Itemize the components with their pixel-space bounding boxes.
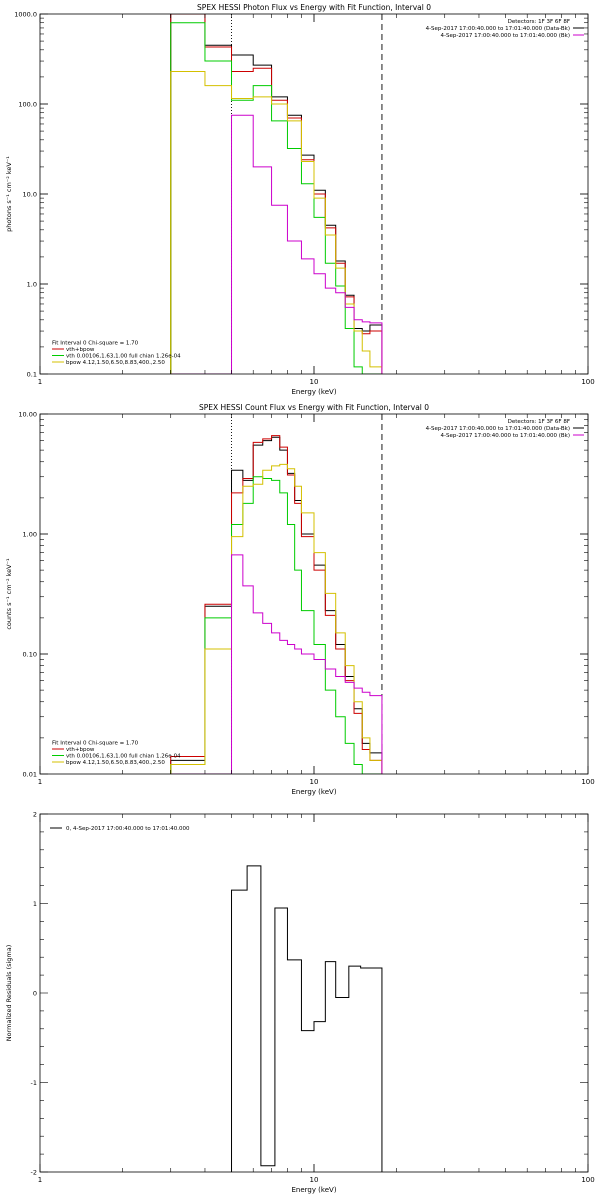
y-tick-label: 0.1 [27, 371, 37, 379]
y-tick-label: 10.0 [23, 191, 37, 199]
x-tick-label: 1 [38, 1176, 42, 1184]
x-tick-label: 10 [310, 1176, 319, 1184]
legend-left-entry: vth 0.00106,1.63,1.00 full chian 1.26e-0… [66, 354, 181, 360]
y-tick-label: 2 [33, 811, 37, 819]
legend-left-entry: vth+bpow [66, 347, 95, 353]
y-tick-label: 0.01 [23, 771, 37, 779]
panel-2-series-background [170, 554, 383, 774]
y-tick-label: 10.00 [18, 411, 37, 419]
panel-2-series-vth [170, 476, 383, 774]
x-tick-label: 100 [581, 1176, 594, 1184]
panel-1-title: SPEX HESSI Photon Flux vs Energy with Fi… [197, 3, 431, 12]
y-tick-label: 0 [33, 990, 37, 998]
y-tick-label: 0.10 [23, 651, 37, 659]
panel-1: SPEX HESSI Photon Flux vs Energy with Fi… [5, 3, 595, 396]
legend-right-entry: Detectors: 1F 3F 6F 8F [508, 419, 570, 425]
x-tick-label: 100 [581, 778, 594, 786]
legend-right-entry: 4-Sep-2017 17:00:40.000 to 17:01:40.000 … [441, 33, 571, 39]
y-tick-label: 100.0 [18, 101, 37, 109]
legend-left-entry: Fit Interval 0 Chi-square = 1.70 [52, 741, 139, 747]
y-axis-label: photons s⁻¹ cm⁻² keV⁻¹ [5, 156, 13, 232]
y-tick-label: 1.00 [23, 531, 37, 539]
y-tick-label: -2 [31, 1169, 37, 1177]
legend-right-entry: Detectors: 1F 3F 6F 8F [508, 19, 570, 25]
panel-3-series-total [231, 865, 383, 1172]
x-axis-label: Energy (keV) [291, 1186, 336, 1194]
y-tick-label: -1 [31, 1079, 37, 1087]
legend-left-entry: bpow 4.12,1.50,6.50,8.83,400.,2.50 [66, 760, 165, 766]
legend-left-entry: bpow 4.12,1.50,6.50,8.83,400.,2.50 [66, 360, 165, 366]
x-axis-label: Energy (keV) [291, 388, 336, 396]
y-tick-label: 1.0 [27, 281, 37, 289]
legend-left-entry: Fit Interval 0 Chi-square = 1.70 [52, 341, 139, 347]
x-axis-label: Energy (keV) [291, 788, 336, 796]
panel-2-series-bpow [170, 463, 383, 774]
legend-right-entry: 4-Sep-2017 17:00:40.000 to 17:01:40.000 … [426, 426, 570, 432]
y-tick-label: 1 [33, 900, 37, 908]
y-tick-label: 1000.0 [14, 11, 37, 19]
panel-2-series-total [170, 436, 383, 774]
legend-right-entry: 4-Sep-2017 17:00:40.000 to 17:01:40.000 … [441, 433, 571, 439]
panel-1-series-background [170, 114, 383, 374]
x-tick-label: 100 [581, 378, 594, 386]
panel-2: SPEX HESSI Count Flux vs Energy with Fit… [5, 403, 595, 796]
panel-2-series-total_fit [170, 435, 383, 774]
legend-left-entry: vth+bpow [66, 747, 95, 753]
y-axis-label: Normalized Residuals (sigma) [5, 945, 13, 1042]
legend-entry: 0, 4-Sep-2017 17:00:40.000 to 17:01:40.0… [66, 826, 190, 832]
x-tick-label: 10 [310, 378, 319, 386]
x-tick-label: 1 [38, 378, 42, 386]
x-tick-label: 10 [310, 778, 319, 786]
panel-1-series-total [170, 14, 383, 374]
x-tick-label: 1 [38, 778, 42, 786]
panel-2-title: SPEX HESSI Count Flux vs Energy with Fit… [199, 403, 429, 412]
panel-3-axes [39, 813, 589, 1173]
panel-3: 1 10 100 -2 -1 0 1 2 Energy (keV) Normalized Resi… [5, 811, 595, 1195]
panel-1-series-bpow [170, 70, 383, 374]
panel-2-axes [39, 413, 589, 775]
panel-1-series-vth [170, 22, 382, 374]
y-axis-label: counts s⁻¹ cm⁻² keV⁻¹ [5, 558, 13, 630]
legend-left-entry: vth 0.00106,1.63,1.00 full chian 1.26e-0… [66, 754, 181, 760]
legend-right-entry: 4-Sep-2017 17:00:40.000 to 17:01:40.000 … [426, 26, 570, 32]
panel-1-series-total_fit [170, 14, 383, 374]
